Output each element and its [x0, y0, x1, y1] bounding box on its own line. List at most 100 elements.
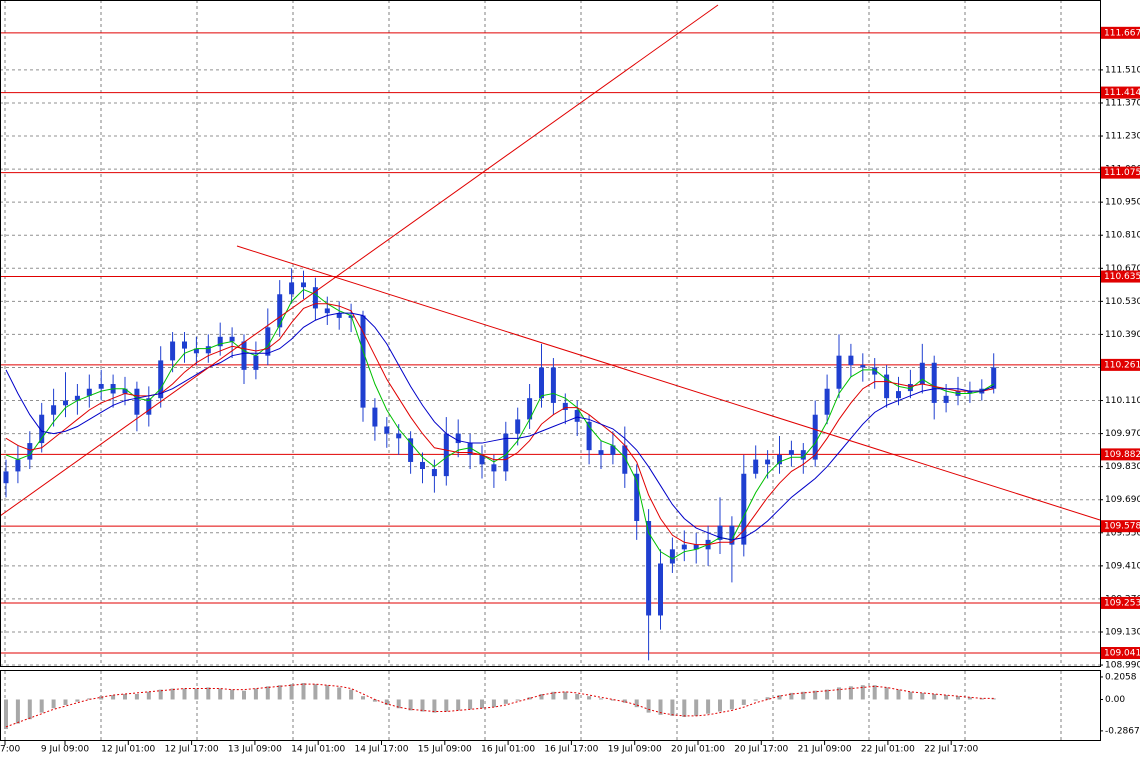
candle-body [170, 341, 176, 361]
histogram-bar [539, 694, 544, 700]
candle-body [396, 433, 402, 439]
trend-line [236, 245, 1101, 521]
histogram-bar [325, 685, 330, 700]
candle-body [646, 520, 652, 616]
candle-body [158, 360, 164, 399]
histogram-bar [646, 699, 651, 713]
histogram-bar [230, 689, 235, 700]
candle-body [765, 459, 771, 465]
histogram-bar [551, 691, 556, 700]
candle-body [336, 313, 342, 318]
candle-body [872, 367, 878, 375]
x-tick-label: 16 Jul 17:00 [544, 745, 598, 755]
candle-body [741, 473, 747, 545]
histogram-bar [444, 699, 449, 712]
candle-body [134, 388, 140, 415]
histogram-bar [956, 696, 960, 700]
y-tick-label: 111.230 [1105, 132, 1140, 142]
candle-body [122, 388, 128, 394]
histogram-bar [99, 696, 104, 700]
y-tick-label: 110.950 [1105, 198, 1140, 208]
histogram-bar [480, 699, 484, 709]
histogram-bar [313, 684, 318, 700]
histogram-bar [587, 696, 592, 700]
candle-body [420, 461, 425, 470]
signal-line [5, 683, 994, 728]
x-tick-label: 22 Jul 17:00 [924, 745, 978, 755]
candle-body [788, 450, 794, 455]
histogram-bar [729, 699, 734, 710]
histogram-bar [765, 697, 770, 700]
candle-body [182, 341, 187, 349]
candle-body [217, 336, 223, 347]
candle-body [860, 365, 866, 368]
histogram-bar [206, 687, 211, 700]
y-tick-label: 109.130 [1105, 627, 1140, 637]
plot [0, 32, 1100, 730]
candle-body [539, 367, 544, 399]
candle-body [836, 355, 842, 389]
y-tick-label: 109.970 [1105, 429, 1140, 439]
price-frame [0, 0, 1101, 667]
level-badge [1101, 26, 1140, 39]
x-tick-label: 22 Jul 01:00 [861, 745, 915, 755]
histogram-bar [384, 699, 389, 705]
histogram-bar [361, 696, 365, 700]
candle-body [265, 327, 271, 356]
candle-body [455, 433, 461, 444]
candle-body [277, 294, 283, 328]
x-tick-label: 21 Jul 09:00 [798, 745, 852, 755]
level-badge [1101, 166, 1140, 179]
y-tick-label: 110.530 [1105, 297, 1140, 307]
level-label: 109.253 [1104, 598, 1140, 608]
candle-body [86, 388, 92, 396]
level-label: 111.414 [1104, 88, 1140, 98]
x-tick-label: 14 Jul 01:00 [291, 745, 345, 755]
candle-body [205, 346, 211, 354]
candle-body [15, 459, 21, 472]
candle-body [967, 391, 973, 394]
x-tick-label: 9 Jul 09:00 [41, 745, 90, 755]
candle-body [39, 414, 45, 444]
histogram-bar [777, 695, 782, 700]
candle-body [550, 367, 556, 403]
histogram-bar [515, 699, 520, 701]
candle-body [372, 407, 378, 427]
histogram-bar [491, 699, 496, 708]
candle-body [146, 398, 152, 415]
histogram-bar [991, 698, 996, 700]
level-badge [1101, 86, 1140, 99]
y-tick-label: 110.810 [1105, 231, 1140, 241]
histogram-bar [813, 690, 818, 700]
histogram-bar [396, 699, 401, 709]
histogram-bar [242, 690, 246, 700]
level-label: 111.075 [1104, 168, 1140, 178]
indicator-tick-label: 0.00 [1105, 695, 1125, 705]
histogram-bar [860, 685, 865, 700]
histogram-bar [182, 688, 187, 700]
candle-body [431, 469, 437, 477]
y-tick-label: 110.670 [1105, 264, 1140, 274]
histogram-bar [408, 699, 413, 711]
candle-body [919, 362, 925, 385]
x-tick-label: 16 Jul 01:00 [481, 745, 535, 755]
y-tick-label: 109.410 [1105, 561, 1140, 571]
histogram-bar [634, 699, 639, 708]
candle-body [98, 384, 104, 389]
y-tick-label: 110.110 [1105, 396, 1140, 406]
histogram-bar [967, 697, 972, 700]
candle-body [729, 525, 735, 545]
indicator-tick-label: -0.2867 [1105, 726, 1140, 736]
candle-body [658, 563, 663, 616]
grid [0, 0, 1100, 740]
candle-body [693, 544, 699, 550]
histogram-bar [134, 694, 139, 700]
histogram-bar [39, 699, 44, 713]
candle-body [360, 315, 366, 408]
candle-body [27, 443, 33, 460]
histogram-bar [801, 691, 806, 700]
candle-body [3, 471, 9, 484]
candle-body [491, 464, 497, 472]
candle-body [931, 362, 937, 403]
